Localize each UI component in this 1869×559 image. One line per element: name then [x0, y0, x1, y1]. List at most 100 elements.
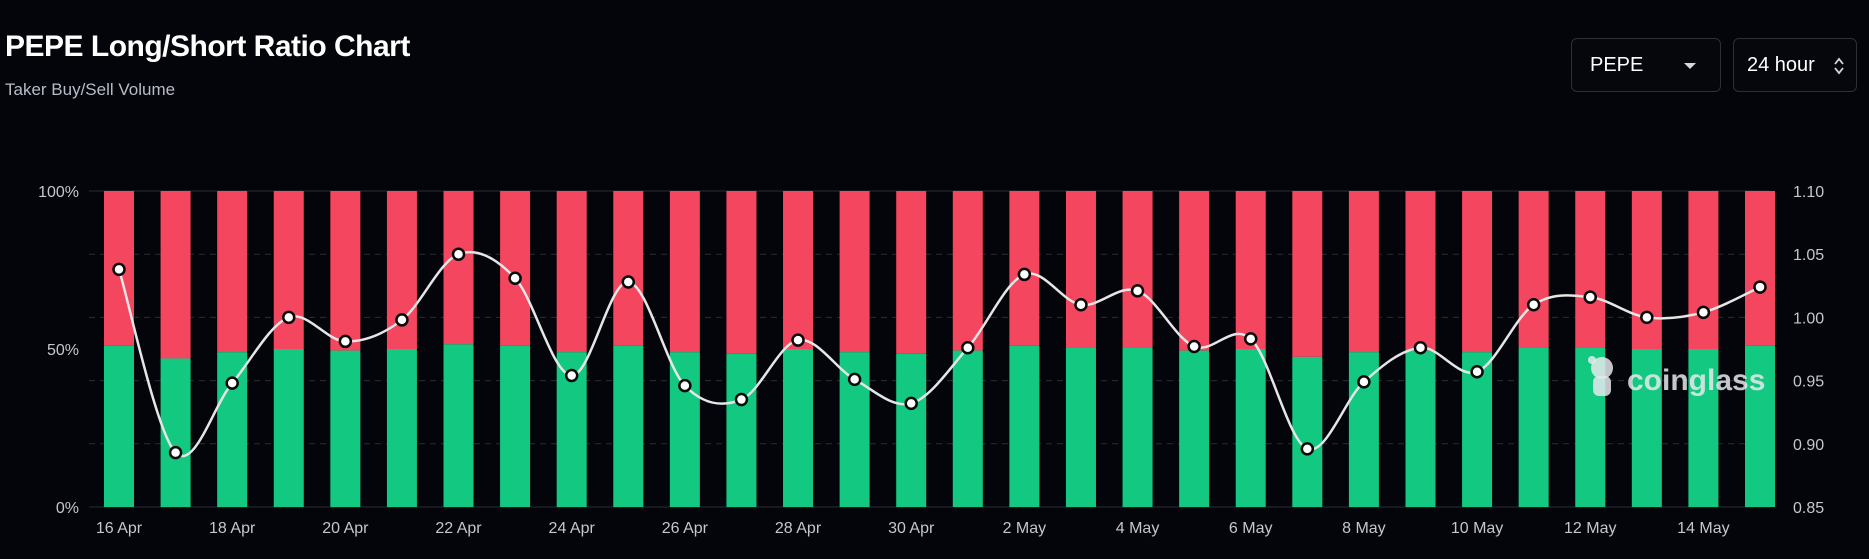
long-bar[interactable]	[613, 345, 644, 507]
long-bar[interactable]	[104, 345, 134, 507]
bar-series[interactable]	[104, 191, 1775, 507]
short-bar[interactable]	[1235, 191, 1266, 349]
long-bar[interactable]	[1009, 345, 1040, 507]
coin-select[interactable]: PEPE	[1571, 38, 1721, 92]
ratio-point[interactable]	[1130, 284, 1145, 298]
short-bar[interactable]	[330, 191, 361, 351]
ratio-point[interactable]	[734, 392, 749, 407]
long-bar[interactable]	[443, 344, 474, 507]
short-bar[interactable]	[556, 191, 587, 353]
short-bar[interactable]	[726, 191, 757, 354]
long-bar[interactable]	[1688, 349, 1719, 507]
long-bar[interactable]	[1518, 347, 1549, 507]
short-bar[interactable]	[1179, 191, 1210, 351]
short-bar[interactable]	[1518, 191, 1549, 348]
ratio-point[interactable]	[168, 445, 183, 460]
chevron-down-icon	[1684, 63, 1696, 69]
y-right-tick-label: 1.05	[1793, 247, 1824, 264]
short-bar[interactable]	[1405, 191, 1436, 351]
ratio-point[interactable]	[961, 340, 975, 355]
ratio-point[interactable]	[621, 275, 636, 289]
short-bar[interactable]	[896, 191, 927, 354]
short-bar[interactable]	[669, 191, 700, 353]
ratio-point[interactable]	[1300, 442, 1315, 456]
ratio-point[interactable]	[1243, 332, 1258, 346]
ratio-points[interactable]	[112, 247, 1767, 460]
ratio-point[interactable]	[904, 396, 918, 411]
ratio-point[interactable]	[1583, 290, 1597, 304]
long-bar[interactable]	[1292, 356, 1323, 507]
ratio-point[interactable]	[1640, 310, 1654, 325]
y-axis-right: 0.85 0.90 0.95 1.00 1.05 1.10	[1793, 184, 1824, 517]
ratio-point[interactable]	[1357, 375, 1371, 389]
long-bar[interactable]	[1179, 350, 1210, 507]
ratio-point[interactable]	[847, 372, 862, 387]
ratio-point[interactable]	[225, 376, 239, 390]
y-axis-left: 0% 50% 100%	[38, 184, 79, 517]
long-bar[interactable]	[1631, 349, 1662, 507]
short-bar[interactable]	[783, 191, 814, 349]
short-bar[interactable]	[952, 191, 983, 351]
long-bar[interactable]	[500, 345, 531, 507]
ratio-point[interactable]	[1074, 298, 1088, 312]
short-bar[interactable]	[1462, 191, 1493, 353]
interval-select-value: 24 hour	[1747, 53, 1815, 76]
ratio-point[interactable]	[678, 378, 692, 393]
short-bar[interactable]	[217, 191, 248, 353]
y-right-tick-label: 0.85	[1793, 500, 1824, 517]
long-bar[interactable]	[217, 352, 248, 507]
ratio-point[interactable]	[1017, 267, 1032, 282]
ratio-point[interactable]	[1753, 280, 1767, 294]
interval-select[interactable]: 24 hour	[1733, 38, 1857, 92]
short-bar[interactable]	[1688, 191, 1719, 349]
long-bar[interactable]	[1405, 350, 1436, 507]
short-bar[interactable]	[1348, 191, 1379, 353]
short-bar[interactable]	[443, 191, 474, 345]
ratio-point[interactable]	[1526, 298, 1541, 312]
ratio-point[interactable]	[1413, 340, 1428, 355]
long-bar[interactable]	[783, 349, 814, 507]
long-bar[interactable]	[1065, 347, 1096, 507]
long-bar[interactable]	[1235, 349, 1266, 507]
y-left-tick-label: 50%	[47, 342, 79, 359]
ratio-point[interactable]	[395, 313, 409, 327]
short-bar[interactable]	[1122, 191, 1153, 348]
x-tick-label: 14 May	[1677, 520, 1729, 537]
coinglass-logo-icon	[1588, 356, 1613, 396]
y-left-tick-label: 0%	[56, 500, 79, 517]
ratio-point[interactable]	[451, 247, 466, 261]
ratio-point[interactable]	[282, 310, 296, 325]
short-bar[interactable]	[160, 191, 191, 359]
long-bar[interactable]	[1745, 345, 1775, 507]
ratio-point[interactable]	[338, 334, 353, 349]
short-bar[interactable]	[1631, 191, 1662, 349]
long-bar[interactable]	[952, 350, 983, 507]
short-bar[interactable]	[1575, 191, 1606, 348]
x-tick-label: 2 May	[1003, 520, 1047, 537]
short-bar[interactable]	[613, 191, 644, 346]
short-bar[interactable]	[1292, 191, 1323, 357]
ratio-point[interactable]	[1696, 305, 1711, 320]
y-right-tick-label: 0.95	[1793, 374, 1824, 391]
x-tick-label: 20 Apr	[322, 520, 369, 537]
short-bar[interactable]	[839, 191, 870, 353]
long-bar[interactable]	[273, 349, 304, 507]
ratio-point[interactable]	[1470, 365, 1484, 379]
sort-updown-icon	[1834, 57, 1844, 75]
long-bar[interactable]	[386, 349, 417, 507]
long-bar[interactable]	[669, 352, 700, 507]
ratio-point[interactable]	[1187, 339, 1201, 354]
ratio-point[interactable]	[791, 333, 805, 347]
ratio-point[interactable]	[564, 368, 579, 383]
long-bar[interactable]	[1122, 347, 1153, 507]
short-bar[interactable]	[1065, 191, 1096, 348]
x-tick-label: 6 May	[1229, 520, 1273, 537]
ratio-point[interactable]	[112, 262, 126, 277]
x-axis: 16 Apr 18 Apr 20 Apr 22 Apr 24 Apr 26 Apr 28 A…	[96, 520, 1730, 537]
ratio-point[interactable]	[508, 271, 522, 285]
long-bar[interactable]	[896, 353, 927, 507]
long-bar[interactable]	[726, 353, 757, 507]
y-right-tick-label: 0.90	[1793, 437, 1824, 454]
long-bar[interactable]	[330, 350, 361, 507]
short-bar[interactable]	[1745, 191, 1775, 346]
